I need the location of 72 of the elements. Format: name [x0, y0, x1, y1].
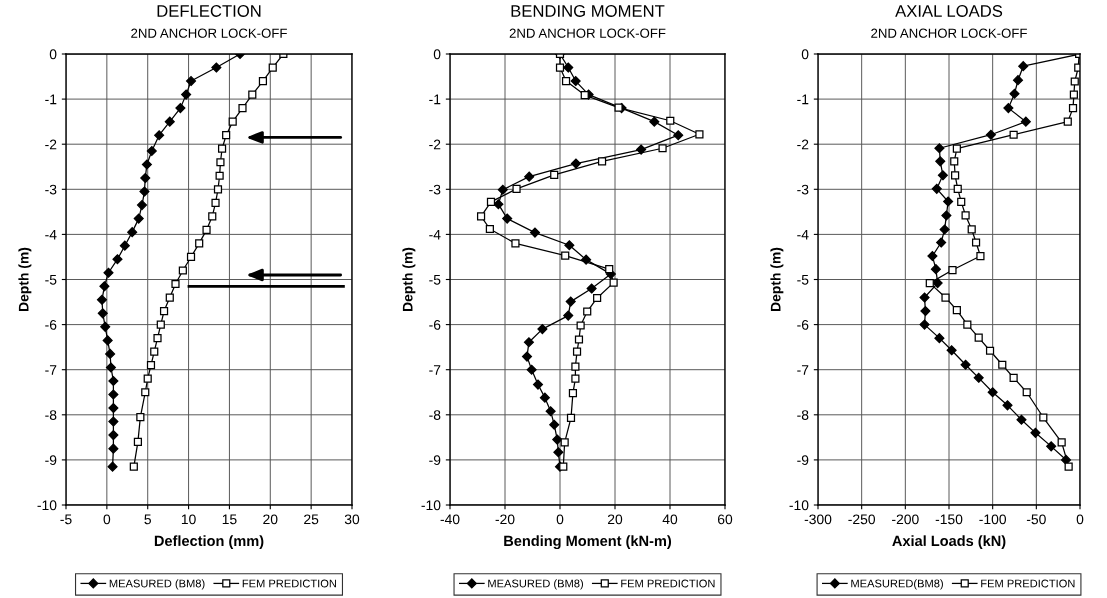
y-tick-label: -5	[45, 274, 57, 285]
x-tick-label: -200	[892, 514, 919, 525]
y-tick-label: -5	[797, 274, 809, 285]
y-tick-label: -6	[797, 319, 809, 330]
x-tick-label: 0	[103, 514, 111, 525]
y-tick-label: -7	[797, 365, 809, 375]
y-tick-label: -9	[429, 455, 441, 466]
x-axis-title: Axial Loads (kN)	[892, 535, 1006, 549]
y-tick-label: -8	[797, 410, 809, 420]
legend-label: MEASURED (BM8)	[109, 579, 205, 590]
legend-label: FEM PREDICTION	[981, 579, 1075, 588]
y-tick-label: -6	[45, 319, 57, 330]
chart-title: AXIAL LOADS	[895, 5, 1003, 17]
legend-label: FEM PREDICTION	[621, 579, 715, 588]
x-tick-label: -5	[60, 514, 72, 525]
chart-title: BENDING MOMENT	[511, 5, 665, 17]
chart-subtitle: 2ND ANCHOR LOCK-OFF	[131, 28, 287, 38]
x-tick-label: 10	[181, 514, 196, 525]
y-tick-label: -5	[429, 274, 441, 285]
y-tick-label: -7	[429, 365, 441, 375]
chart-subtitle: 2ND ANCHOR LOCK-OFF	[871, 28, 1027, 38]
x-tick-label: -150	[935, 514, 963, 525]
y-tick-label: -3	[429, 184, 441, 195]
x-tick-label: -20	[495, 514, 515, 525]
y-tick-label: -9	[797, 455, 809, 466]
y-axis-title: Depth (m)	[402, 247, 416, 311]
x-axis-title: Deflection (mm)	[154, 535, 264, 549]
y-tick-label: -4	[797, 229, 809, 240]
y-axis-title: Depth (m)	[770, 247, 784, 311]
y-tick-label: -1	[45, 94, 57, 105]
x-tick-label: -40	[440, 514, 460, 525]
y-tick-label: -2	[429, 139, 441, 150]
y-tick-label: -10	[37, 500, 57, 511]
x-tick-label: -300	[804, 514, 832, 525]
y-tick-label: 0	[801, 49, 809, 60]
x-tick-label: 30	[344, 514, 360, 525]
y-tick-label: -3	[45, 184, 57, 195]
x-tick-label: -100	[979, 514, 1007, 525]
x-tick-label: 25	[304, 514, 319, 525]
x-tick-label: 0	[1076, 514, 1084, 525]
y-tick-label: -1	[429, 94, 441, 105]
y-tick-label: -7	[45, 365, 57, 375]
legend-label: FEM PREDICTION	[242, 579, 336, 588]
y-tick-label: 0	[433, 49, 441, 60]
x-tick-label: 5	[144, 514, 151, 525]
y-tick-label: 0	[49, 49, 57, 60]
x-tick-label: 40	[662, 514, 678, 525]
y-tick-label: -10	[421, 500, 441, 511]
y-axis-title: Depth (m)	[18, 247, 32, 311]
x-tick-label: 60	[717, 514, 733, 525]
x-axis-title: Bending Moment (kN-m)	[504, 535, 672, 549]
x-tick-label: 20	[607, 514, 623, 525]
x-tick-label: 20	[263, 514, 278, 525]
chart-subtitle: 2ND ANCHOR LOCK-OFF	[509, 28, 666, 38]
y-tick-label: -8	[429, 410, 441, 420]
y-tick-label: -10	[789, 500, 809, 511]
x-tick-label: 0	[556, 514, 564, 525]
y-tick-label: -4	[45, 229, 57, 240]
y-tick-label: -9	[45, 455, 57, 466]
y-tick-label: -8	[45, 410, 57, 420]
y-tick-label: -6	[429, 319, 441, 330]
legend-label: MEASURED (BM8)	[488, 579, 583, 590]
y-tick-label: -2	[45, 139, 57, 150]
y-tick-label: -1	[797, 94, 809, 105]
y-tick-label: -3	[797, 184, 809, 195]
y-tick-label: -2	[797, 139, 809, 150]
x-tick-label: 15	[222, 514, 237, 525]
y-tick-label: -4	[429, 229, 441, 240]
x-tick-label: -250	[848, 514, 876, 525]
chart-title: DEFLECTION	[157, 5, 261, 17]
legend-label: MEASURED(BM8)	[851, 579, 943, 590]
x-tick-label: -50	[1026, 514, 1046, 525]
